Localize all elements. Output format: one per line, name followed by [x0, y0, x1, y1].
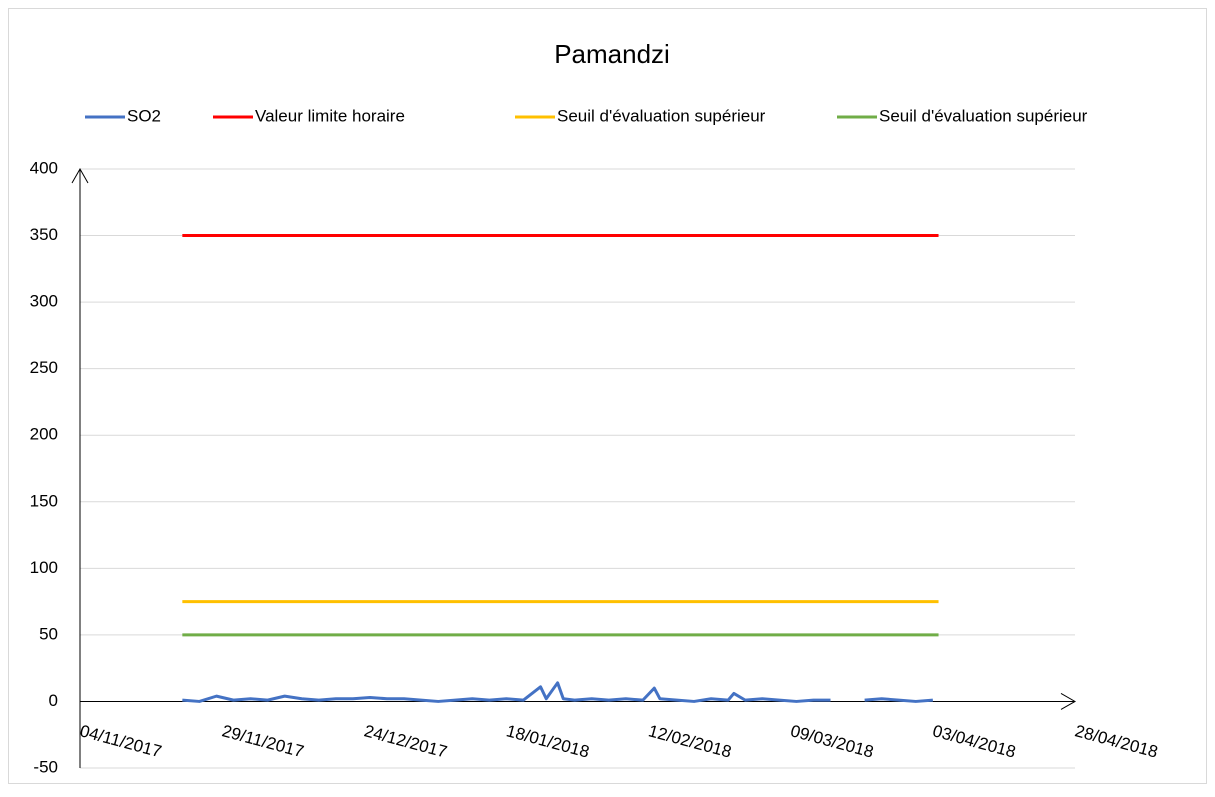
y-tick-label: 300 — [30, 292, 58, 311]
y-tick-label: 350 — [30, 225, 58, 244]
legend-label: Seuil d'évaluation supérieur — [879, 106, 1088, 125]
y-tick-label: 0 — [49, 691, 58, 710]
chart-border — [8, 8, 1207, 784]
x-axis-arrow — [1060, 693, 1077, 710]
y-tick-label: 250 — [30, 358, 58, 377]
legend-label: SO2 — [127, 106, 161, 125]
y-tick-label: 100 — [30, 558, 58, 577]
legend-label: Seuil d'évaluation supérieur — [557, 106, 766, 125]
chart-title: Pamandzi — [554, 39, 670, 69]
y-tick-label: 400 — [30, 158, 58, 177]
y-tick-label: 50 — [39, 624, 58, 643]
y-tick-label: -50 — [33, 757, 58, 776]
y-axis-arrow — [71, 167, 89, 184]
y-tick-label: 150 — [30, 491, 58, 510]
series-line — [182, 681, 933, 703]
legend-label: Valeur limite horaire — [255, 106, 405, 125]
y-tick-label: 200 — [30, 425, 58, 444]
